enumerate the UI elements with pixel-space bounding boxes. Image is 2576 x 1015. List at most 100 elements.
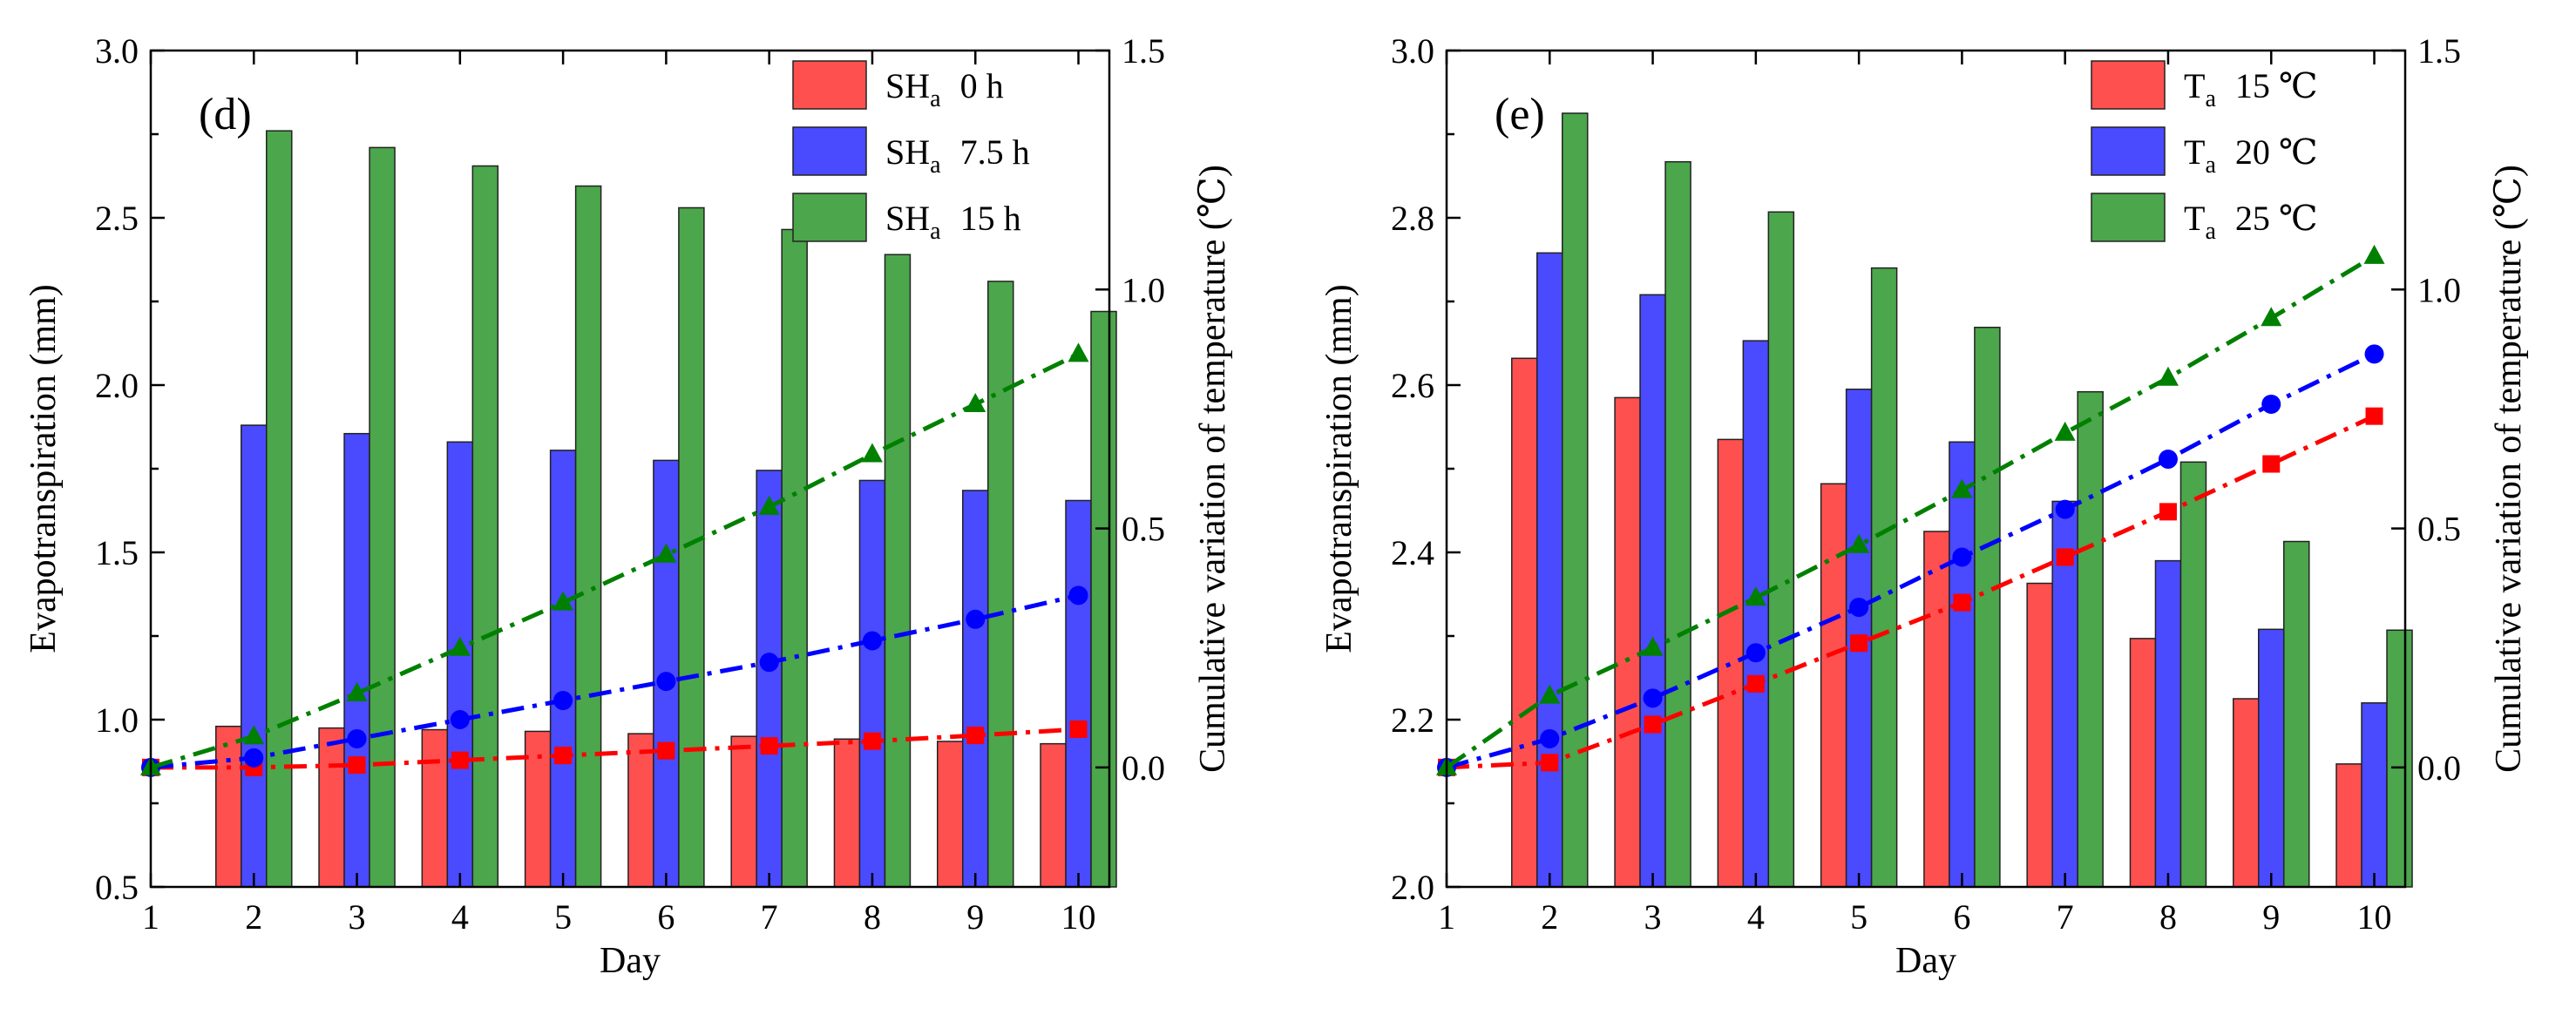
bar-triangle-day-3 xyxy=(1664,160,1691,888)
x-tick-label: 10 xyxy=(2357,897,2392,937)
marker-square-day-7 xyxy=(2056,548,2074,566)
x-tick-label: 5 xyxy=(554,897,572,937)
marker-circle-day-10 xyxy=(2364,344,2384,364)
marker-circle-day-5 xyxy=(1849,598,1869,618)
marker-triangle-day-6 xyxy=(655,543,677,563)
bar-triangle-day-7 xyxy=(781,228,808,888)
legend-base: SH xyxy=(885,199,930,238)
bar-circle-day-10 xyxy=(1065,499,1092,888)
x-tick-label: 9 xyxy=(2262,897,2280,937)
series-line-1 xyxy=(1446,352,2376,770)
marker-square-day-9 xyxy=(966,727,985,745)
bar-circle-day-2 xyxy=(1536,252,1563,888)
y-left-tick-label: 1.5 xyxy=(95,533,139,572)
marker-triangle-day-6 xyxy=(1951,478,1973,498)
bar-square-day-10 xyxy=(1040,742,1067,888)
marker-triangle-day-3 xyxy=(346,681,368,701)
marker-square-day-7 xyxy=(760,737,778,755)
x-tick-label: 2 xyxy=(1541,897,1558,937)
bar-triangle-day-8 xyxy=(2179,461,2207,888)
legend-swatch-1 xyxy=(792,126,867,176)
marker-square-day-10 xyxy=(1069,720,1088,738)
bar-circle-day-4 xyxy=(1742,340,1770,888)
series-line-2 xyxy=(150,352,1080,770)
legend-base: T xyxy=(2184,132,2205,172)
bar-triangle-day-5 xyxy=(1870,267,1898,888)
bar-triangle-day-5 xyxy=(574,185,602,888)
bar-square-day-4 xyxy=(1717,438,1745,888)
bar-square-day-8 xyxy=(2129,638,2157,888)
marker-circle-day-9 xyxy=(966,609,986,629)
series-line-1 xyxy=(150,592,1080,770)
y-right-axis-title: Cumulative variation of temperature (℃) xyxy=(2489,165,2529,773)
marker-circle-day-5 xyxy=(553,691,573,711)
y-right-tick-label: 1.5 xyxy=(2417,31,2461,71)
legend-subscript: a xyxy=(930,85,941,112)
x-tick-label: 3 xyxy=(349,897,366,937)
marker-square-day-6 xyxy=(657,741,675,760)
x-tick-label: 9 xyxy=(966,897,984,937)
bar-circle-day-5 xyxy=(549,450,577,888)
y-left-tick-label: 3.0 xyxy=(1391,31,1434,71)
bar-triangle-day-10 xyxy=(1090,310,1117,888)
legend-swatch-0 xyxy=(2091,60,2166,110)
y-left-tick-label: 2.0 xyxy=(1391,868,1434,907)
chart-panel-d: 1 2 3 4 5 6 7 8 9 10 0.5 1.0 1.5 2.0 2.5 3.0 0.0 0.5 1.0 1.… xyxy=(24,31,1233,981)
bar-square-day-2 xyxy=(215,725,242,888)
y-left-tick-label: 3.0 xyxy=(95,31,139,71)
bar-square-day-2 xyxy=(1511,357,1538,888)
marker-triangle-day-4 xyxy=(449,636,471,656)
bar-square-day-8 xyxy=(833,738,861,888)
bar-circle-day-8 xyxy=(2154,559,2182,888)
bar-circle-day-3 xyxy=(1639,294,1666,888)
legend-base: SH xyxy=(885,66,930,105)
marker-circle-day-8 xyxy=(862,631,882,651)
x-tick-label: 8 xyxy=(864,897,881,937)
bar-triangle-day-9 xyxy=(986,281,1014,888)
legend-subscript: a xyxy=(2205,218,2216,245)
marker-circle-day-9 xyxy=(2261,394,2281,414)
bar-square-day-3 xyxy=(318,727,345,888)
series-line-0 xyxy=(151,727,1079,770)
legend-swatch-0 xyxy=(792,60,867,110)
marker-square-day-8 xyxy=(863,732,881,750)
legend-value: 0 h xyxy=(960,66,1004,105)
legend-label-1: SHa 7.5 h xyxy=(885,132,1030,179)
bar-circle-day-2 xyxy=(241,424,268,888)
y-left-tick-label: 2.4 xyxy=(1391,533,1434,572)
legend-value: 25 ℃ xyxy=(2235,199,2318,238)
legend-label-1: Ta 20 ℃ xyxy=(2184,132,2318,179)
marker-triangle-day-8 xyxy=(861,443,883,463)
marker-circle-day-2 xyxy=(1540,728,1560,748)
bar-circle-day-9 xyxy=(2257,628,2285,888)
bar-square-day-3 xyxy=(1614,396,1641,888)
y-right-tick-label: 0.0 xyxy=(1122,748,1165,788)
legend-swatch-2 xyxy=(792,193,867,242)
legend-label-0: Ta 15 ℃ xyxy=(2184,66,2318,112)
y-left-tick-label: 1.0 xyxy=(95,700,139,740)
legend-base: T xyxy=(2184,199,2205,238)
bar-triangle-day-3 xyxy=(369,146,396,888)
legend-subscript: a xyxy=(930,152,941,179)
legend-swatch-1 xyxy=(2091,126,2166,176)
x-tick-label: 6 xyxy=(1953,897,1970,937)
x-tick-label: 5 xyxy=(1850,897,1868,937)
y-left-tick-label: 2.5 xyxy=(95,199,139,238)
x-tick-label: 1 xyxy=(1438,897,1455,937)
x-tick-label: 4 xyxy=(1747,897,1765,937)
x-tick-label: 2 xyxy=(245,897,262,937)
legend-subscript: a xyxy=(2205,85,2216,112)
bar-triangle-day-6 xyxy=(1974,327,2001,888)
y-right-axis-title: Cumulative variation of temperature (℃) xyxy=(1193,165,1233,773)
marker-square-day-4 xyxy=(451,751,469,769)
legend-subscript: a xyxy=(930,218,941,245)
bar-circle-day-8 xyxy=(858,479,886,888)
bar-square-day-6 xyxy=(1923,531,1950,888)
bar-circle-day-3 xyxy=(343,432,370,888)
bar-triangle-day-7 xyxy=(2077,390,2104,888)
legend-label-2: SHa 15 h xyxy=(885,199,1021,245)
legend-value: 20 ℃ xyxy=(2235,132,2318,172)
marker-triangle-day-10 xyxy=(1068,342,1089,362)
y-right-tick-label: 1.0 xyxy=(2417,270,2461,309)
